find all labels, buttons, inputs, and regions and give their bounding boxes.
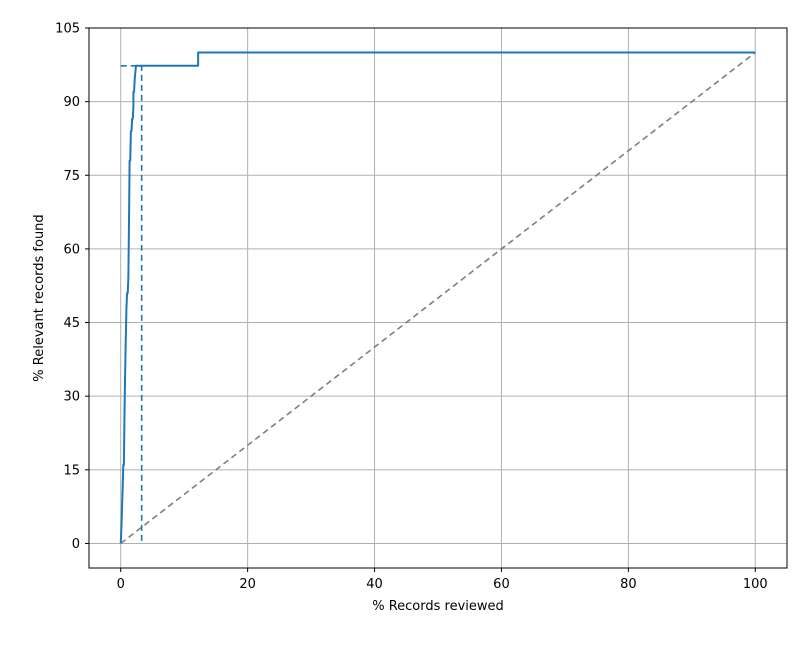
x-tick-label: 0 [117,577,125,592]
x-tick-label: 60 [493,577,510,592]
y-tick-label: 75 [63,169,80,184]
y-tick-label: 45 [63,316,80,331]
x-tick-label: 80 [620,577,637,592]
x-tick-label: 100 [743,577,768,592]
plot-area [119,51,756,545]
y-tick-label: 0 [72,537,80,552]
recall-curve-line [119,51,756,544]
y-tick-label: 105 [55,22,80,37]
axes-frame [88,27,788,569]
y-axis-ticks: 0 15 30 45 60 75 90 105 [55,22,89,552]
x-tick-label: 20 [239,577,256,592]
y-tick-label: 60 [63,242,80,257]
y-tick-label: 15 [63,463,80,478]
random-baseline-line [120,51,756,545]
x-axis-ticks: 0 20 40 60 80 100 [117,568,768,592]
y-tick-label: 90 [63,95,80,110]
x-axis-label: % Records reviewed [372,599,504,614]
y-axis-label: % Relevant records found [32,214,47,381]
y-tick-label: 30 [63,390,80,405]
x-tick-label: 40 [366,577,383,592]
